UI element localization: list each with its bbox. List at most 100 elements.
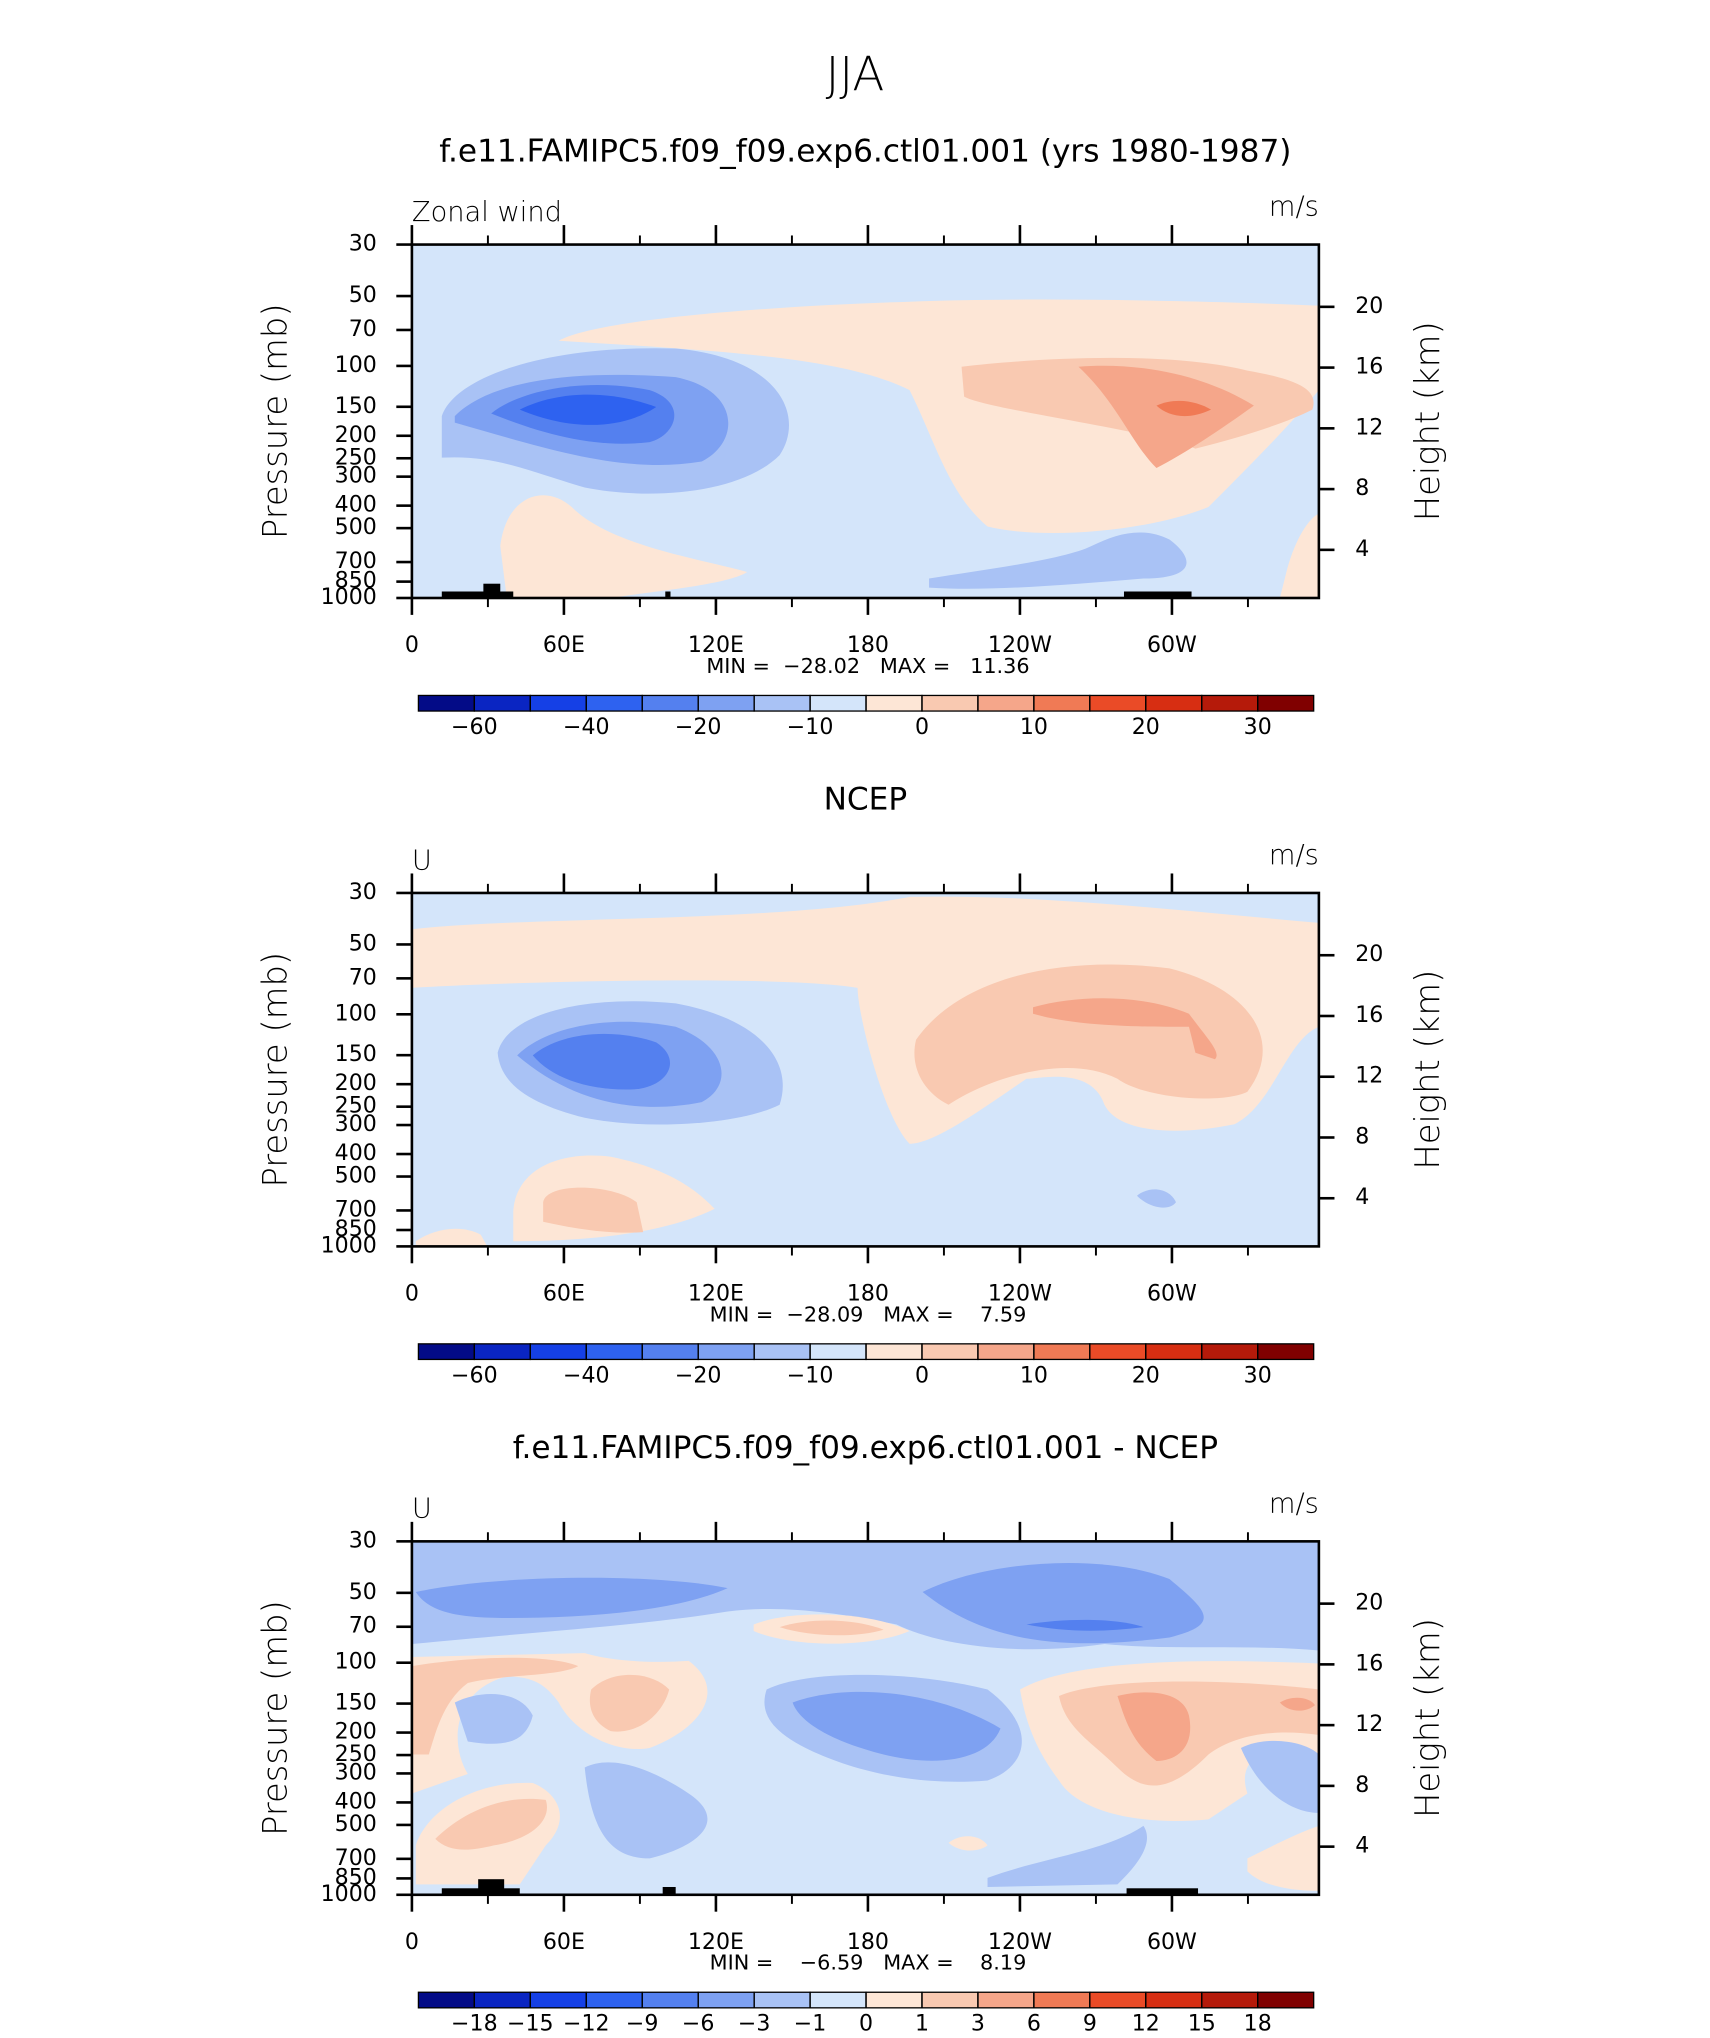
colorbar-box xyxy=(1257,1991,1315,2009)
colorbar-box xyxy=(1145,694,1203,712)
colorbar-box xyxy=(921,694,979,712)
colorbar-box xyxy=(921,1343,979,1361)
colorbar-box xyxy=(641,1343,699,1361)
colorbar-box xyxy=(809,1343,867,1361)
x-tick-label: 120W xyxy=(988,1281,1052,1306)
y-tick-label: 850 xyxy=(335,1865,377,1890)
y-tick-label: 150 xyxy=(335,394,377,419)
topography xyxy=(665,591,671,598)
x-tick-label: 0 xyxy=(405,1281,419,1306)
y-tick-label: 700 xyxy=(335,1846,377,1871)
topography xyxy=(441,591,514,598)
colorbar-label: −60 xyxy=(451,715,498,740)
contour-region xyxy=(1117,1692,1191,1761)
colorbar-box xyxy=(1145,1343,1203,1361)
y2-tick-label: 8 xyxy=(1355,1773,1369,1798)
colorbar-box xyxy=(865,694,923,712)
colorbar-label: −1 xyxy=(794,2012,827,2037)
min-max-stats: MIN = −28.09 MAX = 7.59 xyxy=(710,1302,1027,1326)
x-tick-label: 0 xyxy=(405,633,419,658)
contour-field xyxy=(411,892,1319,1247)
y-tick-label: 400 xyxy=(335,493,377,518)
colorbar-label: −20 xyxy=(675,1363,722,1388)
colorbar-box xyxy=(585,694,643,712)
contour-region xyxy=(454,1693,533,1744)
colorbar-label: −10 xyxy=(787,1363,834,1388)
units-label: m/s xyxy=(1269,1488,1319,1519)
contour-region xyxy=(519,394,657,425)
variable-label: U xyxy=(412,1494,432,1525)
y-tick-label: 1000 xyxy=(321,585,377,610)
contour-region xyxy=(779,1620,884,1636)
y-axis-label: Pressure (mb) xyxy=(255,303,294,539)
y-tick-label: 100 xyxy=(335,353,377,378)
y2-tick-label: 16 xyxy=(1355,1003,1383,1028)
x-tick-label: 120E xyxy=(688,1930,744,1955)
contour-region xyxy=(584,1762,708,1859)
contour-region xyxy=(543,1187,644,1233)
colorbar-box xyxy=(809,1991,867,2009)
y2-axis-label: Height (km) xyxy=(1408,321,1447,521)
colorbar-box xyxy=(1201,694,1259,712)
y2-tick-label: 8 xyxy=(1355,1124,1369,1149)
colorbar-box xyxy=(977,1991,1035,2009)
y-tick-label: 700 xyxy=(335,549,377,574)
colorbar-label: 1 xyxy=(915,2012,929,2037)
y-tick-label: 30 xyxy=(349,232,377,257)
y-tick-label: 150 xyxy=(335,1691,377,1716)
y2-tick-label: 12 xyxy=(1355,415,1383,440)
colorbar-box xyxy=(697,1343,755,1361)
colorbar-label: −3 xyxy=(738,2012,771,2037)
colorbar-label: 0 xyxy=(915,1363,929,1388)
x-tick-label: 0 xyxy=(405,1930,419,1955)
contour-region xyxy=(1279,1697,1315,1711)
colorbar-box xyxy=(753,1343,811,1361)
y-axis-label: Pressure (mb) xyxy=(255,1600,294,1836)
x-tick-label: 60E xyxy=(543,633,585,658)
contour-region xyxy=(948,1836,988,1851)
y-tick-label: 250 xyxy=(335,1094,377,1119)
y-tick-label: 1000 xyxy=(321,1882,377,1907)
colorbar-box xyxy=(417,694,476,712)
contour-region xyxy=(1279,513,1319,598)
y-tick-label: 100 xyxy=(335,1001,377,1026)
units-label: m/s xyxy=(1269,192,1319,223)
colorbar-box xyxy=(921,1991,979,2009)
y-tick-label: 500 xyxy=(335,1812,377,1837)
colorbar-box xyxy=(1033,1343,1091,1361)
y-tick-label: 500 xyxy=(335,515,377,540)
contour-field xyxy=(411,244,1319,598)
x-tick-label: 120W xyxy=(988,633,1052,658)
colorbar-label: −40 xyxy=(563,715,610,740)
contour-region xyxy=(922,1563,1204,1644)
colorbar-box xyxy=(417,1343,476,1361)
y-tick-label: 300 xyxy=(335,1112,377,1137)
y-tick-label: 70 xyxy=(349,965,377,990)
colorbar-label: 20 xyxy=(1132,715,1160,740)
colorbar-box xyxy=(753,1991,811,2009)
colorbar-box xyxy=(1089,1991,1147,2009)
x-tick-label: 180 xyxy=(847,1281,889,1306)
y2-axis-label: Height (km) xyxy=(1408,1618,1447,1818)
colorbar-label: −15 xyxy=(507,2012,554,2037)
colorbar-box xyxy=(865,1991,923,2009)
colorbar-label: 18 xyxy=(1244,2012,1272,2037)
y2-tick-label: 4 xyxy=(1355,537,1369,562)
contour-region xyxy=(415,1577,728,1619)
y-tick-label: 700 xyxy=(335,1197,377,1222)
contour-region xyxy=(929,532,1187,589)
colorbar-box xyxy=(529,694,587,712)
contour-region xyxy=(589,1674,670,1732)
variable-label: Zonal wind xyxy=(412,197,562,228)
y-tick-label: 50 xyxy=(349,931,377,956)
y2-tick-label: 16 xyxy=(1355,355,1383,380)
y2-tick-label: 20 xyxy=(1355,294,1383,319)
x-tick-label: 60E xyxy=(543,1930,585,1955)
min-max-stats: MIN = −6.59 MAX = 8.19 xyxy=(710,1951,1027,1975)
contour-region xyxy=(415,1228,488,1247)
contour-region xyxy=(532,1033,671,1090)
contour-region xyxy=(792,1691,1001,1761)
y2-tick-label: 8 xyxy=(1355,476,1369,501)
x-tick-label: 180 xyxy=(847,633,889,658)
